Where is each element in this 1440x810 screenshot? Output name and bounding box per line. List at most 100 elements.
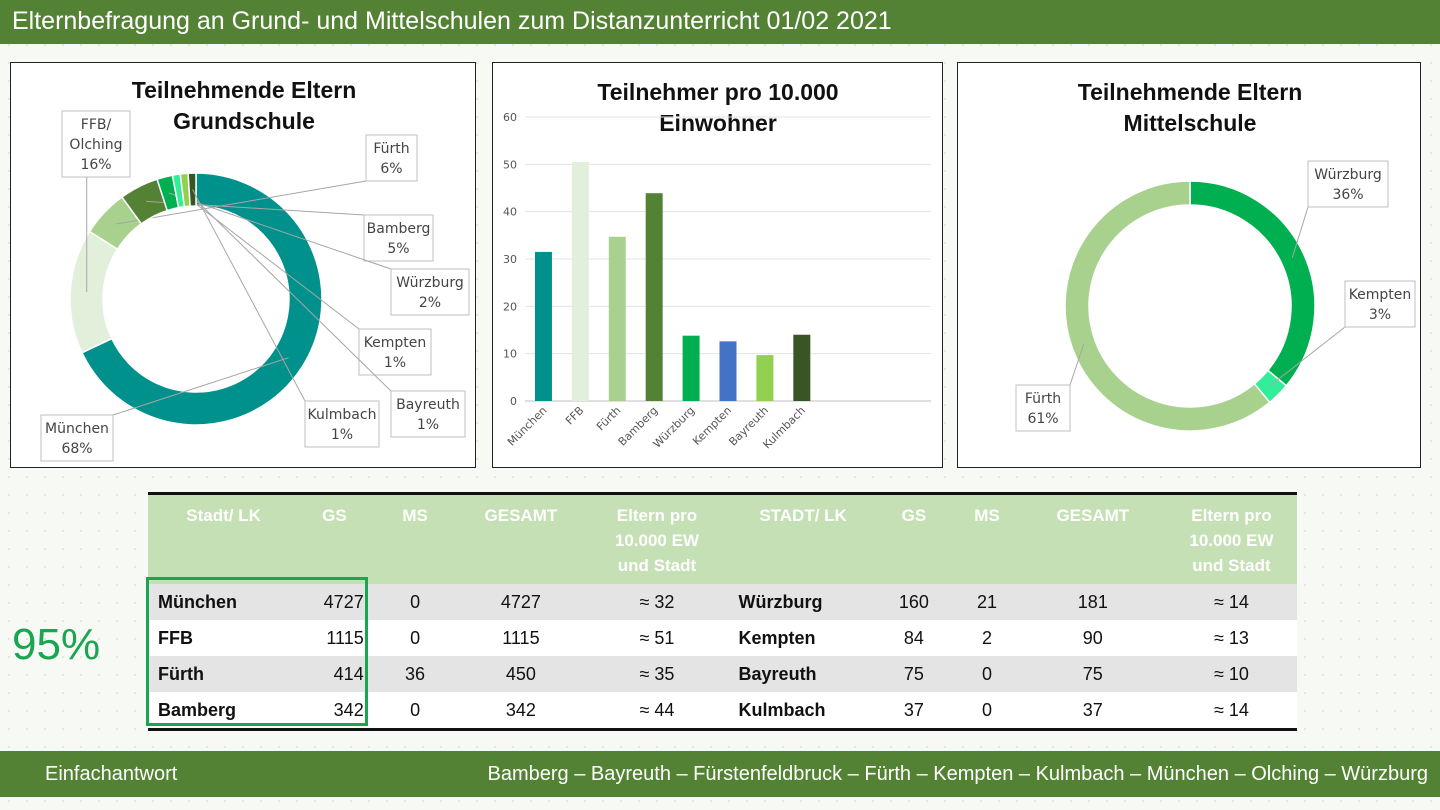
y-tick-label: 30 xyxy=(503,253,517,266)
col-header: GESAMT xyxy=(460,493,582,584)
data-label-box xyxy=(363,214,434,262)
cell-gs: 75 xyxy=(873,656,955,692)
leader-line xyxy=(178,190,360,330)
cell-ratio: ≈ 14 xyxy=(1165,692,1297,730)
data-label: 16% xyxy=(80,157,111,173)
donut-slice-fürth xyxy=(1064,180,1271,432)
footer-answer-type: Einfachantwort xyxy=(45,763,178,785)
leader-line xyxy=(1069,344,1085,386)
bar-ffb xyxy=(571,161,589,401)
bar-bamberg xyxy=(645,193,663,401)
chart-title: Mittelschule xyxy=(1124,110,1257,136)
col-header: GESAMT xyxy=(1019,493,1166,584)
cell-ms: 21 xyxy=(954,584,1020,620)
bar-kulmbach xyxy=(793,334,811,401)
cell-gs: 4727 xyxy=(299,584,370,620)
per-10000-bar-chart: Teilnehmer pro 10.000 Einwohner 0 10 20 30 40 5… xyxy=(503,79,931,451)
data-label: FFB/ xyxy=(81,117,112,133)
data-label: Bamberg xyxy=(367,221,431,237)
cell-city: Bayreuth xyxy=(732,656,874,692)
y-tick-label: 50 xyxy=(503,158,517,171)
grundschule-donut-chart: Teilnehmende Eltern Grundschule München 68%… xyxy=(40,77,470,462)
data-label: 2% xyxy=(419,295,441,311)
bar-kempten xyxy=(719,341,737,401)
chart-panel-per-10000: Teilnehmer pro 10.000 Einwohner 0 10 20 30 40 5… xyxy=(492,62,943,468)
table-header-row: Stadt/ LK GS MS GESAMT Eltern pro 10.000… xyxy=(148,493,1297,584)
footer-cities: Bamberg – Bayreuth – Fürstenfeldbruck – … xyxy=(487,763,1429,785)
col-header: Stadt/ LK xyxy=(148,493,300,584)
data-label: Bayreuth xyxy=(396,397,460,413)
cell-city: FFB xyxy=(148,620,300,656)
cell-ratio: ≈ 35 xyxy=(581,656,733,692)
col-header: Eltern pro 10.000 EW und Stadt xyxy=(581,493,733,584)
x-tick-label: München xyxy=(505,404,550,449)
bar-fürth xyxy=(608,236,626,401)
bar-bayreuth xyxy=(756,355,774,401)
donut-slice-würzburg xyxy=(1189,180,1316,387)
chart-title: Teilnehmer pro 10.000 xyxy=(597,79,838,105)
data-label-box xyxy=(390,390,466,438)
cell-ms: 36 xyxy=(369,656,461,692)
table-row: Fürth 414 36 450 ≈ 35 Bayreuth 75 0 75 ≈… xyxy=(148,656,1297,692)
cell-ms: 0 xyxy=(369,692,461,730)
data-label-box xyxy=(1344,280,1416,328)
data-label: Fürth xyxy=(373,141,409,157)
cell-total: 1115 xyxy=(460,620,582,656)
data-label-box xyxy=(304,400,380,448)
data-label-box xyxy=(40,414,114,462)
cell-city: Kulmbach xyxy=(732,692,874,730)
bar-münchen xyxy=(534,251,552,401)
leader-line xyxy=(185,189,392,392)
chart-title: Grundschule xyxy=(173,108,315,134)
data-label: Olching xyxy=(69,137,122,153)
donut-slice-münchen xyxy=(80,172,323,426)
cell-ms: 0 xyxy=(369,620,461,656)
data-label: 61% xyxy=(1027,411,1058,427)
leader-line xyxy=(1269,326,1346,387)
chart-title: Teilnehmende Eltern xyxy=(1078,79,1303,105)
data-label: 6% xyxy=(380,161,402,177)
leader-line xyxy=(1291,206,1309,259)
col-header-line: und Stadt xyxy=(617,556,697,575)
data-label: 3% xyxy=(1369,307,1391,323)
data-label-box xyxy=(1307,160,1389,208)
table-row: FFB 1115 0 1115 ≈ 51 Kempten 84 2 90 ≈ 1… xyxy=(148,620,1297,656)
data-label: 1% xyxy=(417,417,439,433)
data-label-box xyxy=(390,268,470,316)
col-header: MS xyxy=(369,493,461,584)
cell-total: 75 xyxy=(1019,656,1166,692)
leader-line xyxy=(116,180,367,225)
cell-gs: 1115 xyxy=(299,620,370,656)
cell-gs: 414 xyxy=(299,656,370,692)
cell-ratio: ≈ 32 xyxy=(581,584,733,620)
leader-line xyxy=(168,192,392,270)
cell-city: Würzburg xyxy=(732,584,874,620)
data-label-box xyxy=(358,328,432,376)
x-tick-label: FFB xyxy=(563,404,586,427)
data-label: 1% xyxy=(384,355,406,371)
cell-total: 181 xyxy=(1019,584,1166,620)
donut-slice-ffb-olching xyxy=(69,230,119,354)
col-header: GS xyxy=(873,493,955,584)
data-label: Kempten xyxy=(364,335,427,351)
col-header-line: 10.000 EW xyxy=(614,531,699,550)
page-title: Elternbefragung an Grund- und Mittelschu… xyxy=(0,0,1440,44)
data-label: Würzburg xyxy=(1314,167,1381,183)
chart-panel-grundschule: Teilnehmende Eltern Grundschule München 68%… xyxy=(10,62,476,468)
col-header: STADT/ LK xyxy=(732,493,874,584)
cell-gs: 84 xyxy=(873,620,955,656)
cell-city: München xyxy=(148,584,300,620)
cell-ratio: ≈ 44 xyxy=(581,692,733,730)
cell-ms: 0 xyxy=(369,584,461,620)
chart-title: Einwohner xyxy=(659,110,777,136)
col-header: MS xyxy=(954,493,1020,584)
leader-line xyxy=(192,189,306,402)
data-label: 36% xyxy=(1332,187,1363,203)
cell-total: 37 xyxy=(1019,692,1166,730)
cell-total: 342 xyxy=(460,692,582,730)
cell-gs: 37 xyxy=(873,692,955,730)
chart-title: Teilnehmende Eltern xyxy=(132,77,357,103)
data-label: Kulmbach xyxy=(308,407,377,423)
data-label: München xyxy=(45,421,109,437)
data-label-box xyxy=(365,134,418,182)
